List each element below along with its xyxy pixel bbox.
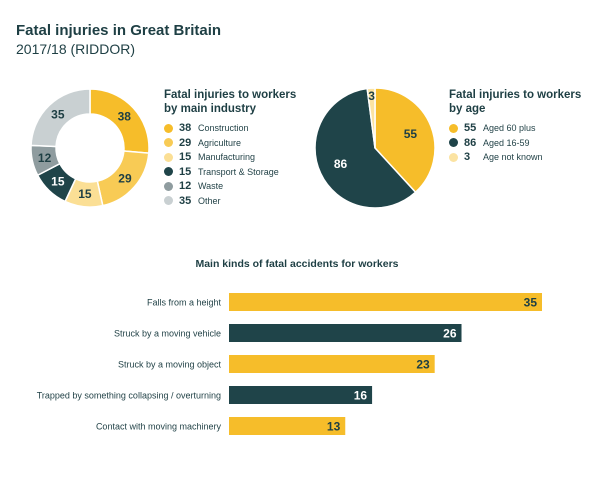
pie-0-legend-swatch-1 xyxy=(164,138,173,148)
pie-1-legend-value-2: 3 xyxy=(464,151,471,164)
pie-1-legend-item-2: 3 Age not known xyxy=(449,150,543,165)
industry-chart-title-line-1: Fatal injuries to workers xyxy=(164,89,297,101)
pie-0-legend-value-1: 29 xyxy=(179,136,192,149)
age-chart-title: Fatal injuries to workers by age xyxy=(449,88,581,116)
pie-1-value-label-1: 86 xyxy=(334,157,348,171)
bar-category-label-4: Contact with moving machinery xyxy=(96,422,222,432)
page-subtitle: 2017/18 (RIDDOR) xyxy=(16,41,136,57)
pie-0-value-label-4: 12 xyxy=(38,151,52,165)
bar-value-label-2: 23 xyxy=(416,358,430,372)
bar-0 xyxy=(229,293,542,311)
pie-0-value-label-2: 15 xyxy=(78,187,92,201)
pie-0-legend-item-5: 35 Other xyxy=(164,194,279,209)
pie-0-legend-label-5: Other xyxy=(198,195,221,206)
pie-1-legend-value-0: 55 xyxy=(464,122,477,135)
pie-1-value-label-0: 55 xyxy=(404,127,418,141)
pie-1-legend-label-0: Aged 60 plus xyxy=(483,123,536,134)
pie-1-legend-swatch-0 xyxy=(449,123,458,133)
pie-0-legend-swatch-0 xyxy=(164,123,173,133)
pie-0-legend-value-2: 15 xyxy=(179,151,192,164)
pie-1-legend-item-0: 55 Aged 60 plus xyxy=(449,121,543,136)
pie-0-legend-value-4: 12 xyxy=(179,180,192,193)
pie-1-legend-label-2: Age not known xyxy=(483,152,543,163)
pie-0-legend-item-2: 15 Manufacturing xyxy=(164,150,279,165)
pie-0-legend-swatch-4 xyxy=(164,181,173,191)
pie-1-value-label-2: 3 xyxy=(368,89,375,103)
pie-0-legend-label-2: Manufacturing xyxy=(198,152,256,163)
bar-3 xyxy=(229,386,373,404)
pie-0-value-label-3: 15 xyxy=(51,175,65,189)
bar-2 xyxy=(229,355,435,373)
pie-1-slice-0 xyxy=(374,87,436,194)
bar-category-label-0: Falls from a height xyxy=(147,298,222,308)
pie-0-legend-swatch-2 xyxy=(164,152,173,162)
bar-category-label-2: Struck by a moving object xyxy=(118,360,222,370)
pie-1-slice-2 xyxy=(366,87,376,149)
pie-0-legend-item-4: 12 Waste xyxy=(164,179,279,194)
pie-0-value-label-5: 35 xyxy=(51,107,65,121)
age-chart-title-line-1: Fatal injuries to workers xyxy=(449,89,582,101)
pie-1-legend-swatch-2 xyxy=(449,152,458,162)
industry-chart-title-line-2: by main industry xyxy=(164,103,257,115)
accidents-chart-title: Main kinds of fatal accidents for worker… xyxy=(195,258,399,270)
pie-1-legend-value-1: 86 xyxy=(464,136,477,149)
pie-1-legend-item-1: 86 Aged 16-59 xyxy=(449,136,543,151)
bar-4 xyxy=(229,417,346,435)
pie-0-legend-label-0: Construction xyxy=(198,123,249,134)
pie-0-legend-label-1: Agriculture xyxy=(198,137,242,148)
pie-0-legend-value-3: 15 xyxy=(179,165,192,178)
pie-0-legend-value-5: 35 xyxy=(179,194,192,207)
pie-0-legend-item-1: 29 Agriculture xyxy=(164,136,279,151)
pie-0-value-label-0: 38 xyxy=(118,110,132,124)
pie-1-legend-label-1: Aged 16-59 xyxy=(483,137,530,148)
pie-0-slice-5 xyxy=(30,88,91,148)
bar-value-label-4: 13 xyxy=(327,420,341,434)
pie-1-slice-1 xyxy=(314,87,417,209)
pie-0-value-label-1: 29 xyxy=(118,172,132,186)
bar-category-label-1: Struck by a moving vehicle xyxy=(114,329,221,339)
bar-value-label-3: 16 xyxy=(354,389,368,403)
bar-1 xyxy=(229,324,462,342)
pie-0-legend-value-0: 38 xyxy=(179,122,192,135)
pie-0-legend-item-3: 15 Transport & Storage xyxy=(164,165,279,180)
bar-value-label-1: 26 xyxy=(443,327,457,341)
industry-chart-title: Fatal injuries to workers by main indust… xyxy=(164,88,296,116)
pie-0-legend-label-4: Waste xyxy=(198,181,224,192)
age-legend: 55 Aged 60 plus 86 Aged 16-59 3 Age not known xyxy=(449,121,543,165)
pie-0-legend-swatch-5 xyxy=(164,196,173,206)
pie-0-legend-swatch-3 xyxy=(164,167,173,177)
page-title: Fatal injuries in Great Britain xyxy=(16,22,222,39)
pie-0-legend-label-3: Transport & Storage xyxy=(198,166,279,177)
age-chart-title-line-2: by age xyxy=(449,103,486,115)
pie-0-legend-item-0: 38 Construction xyxy=(164,121,279,136)
bar-category-label-3: Trapped by something collapsing / overtu… xyxy=(37,391,221,401)
industry-legend: 38 Construction 29 Agriculture 15 Manufacturi… xyxy=(164,121,279,208)
bar-value-label-0: 35 xyxy=(524,296,538,310)
pie-1-legend-swatch-1 xyxy=(449,138,458,148)
